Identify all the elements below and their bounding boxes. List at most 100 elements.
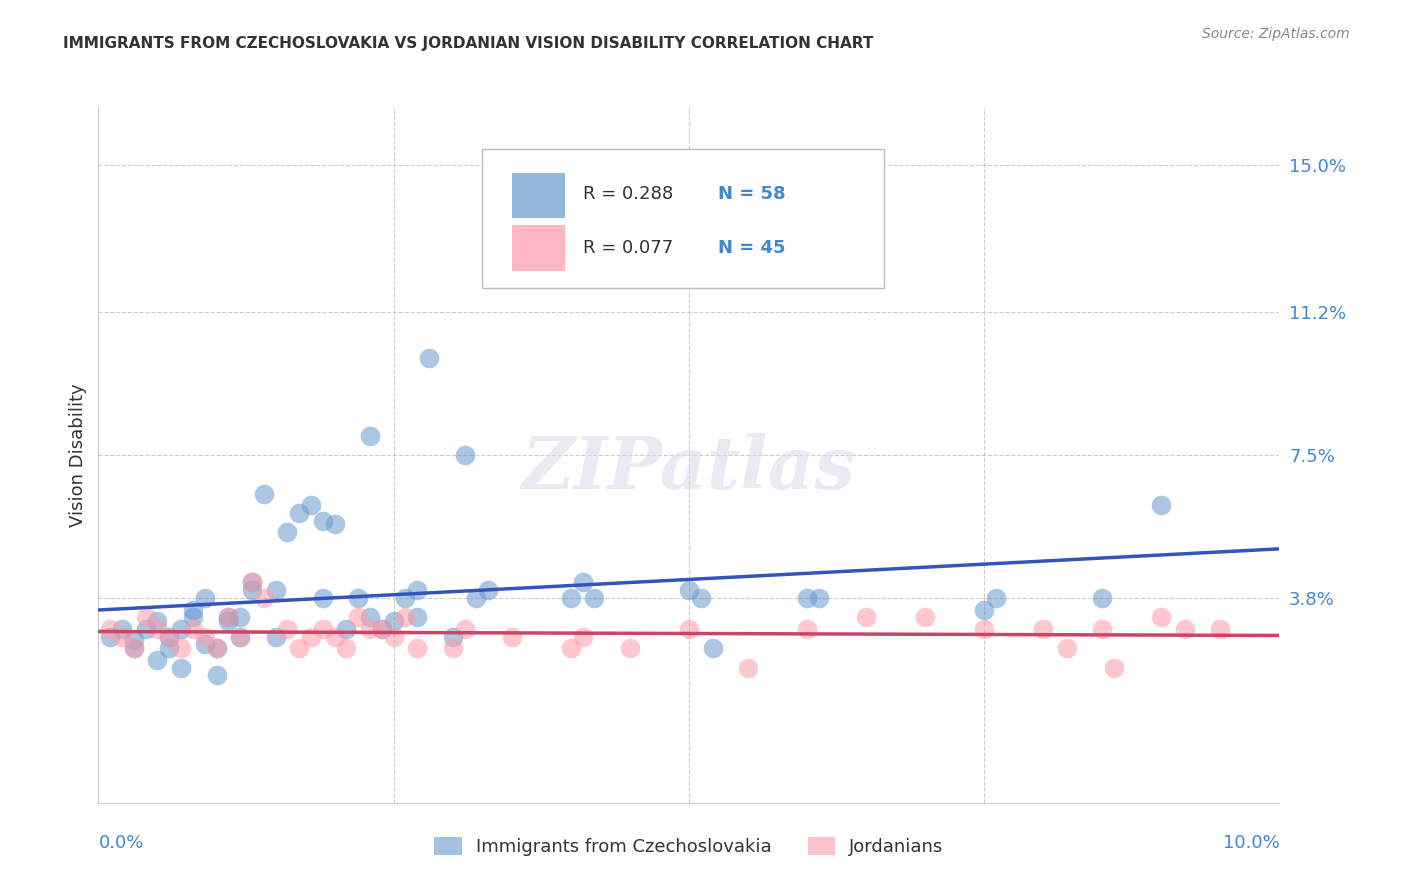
Point (1091, 622, 1114, 636)
Point (441, 630, 464, 644)
Point (146, 653, 169, 667)
Point (194, 637, 217, 651)
Point (240, 575, 263, 590)
Point (855, 610, 877, 624)
Text: ZIPatlas: ZIPatlas (522, 434, 856, 504)
Point (382, 614, 405, 628)
Text: 0.0%: 0.0% (98, 834, 143, 852)
Point (737, 660, 759, 674)
Text: R = 0.288: R = 0.288 (582, 185, 673, 203)
Point (418, 351, 440, 366)
Point (217, 610, 239, 624)
Point (205, 641, 228, 656)
Point (98, 622, 121, 636)
Point (146, 622, 169, 636)
Point (406, 641, 429, 656)
Point (453, 622, 475, 636)
Point (807, 591, 830, 605)
Point (299, 630, 322, 644)
Text: 10.0%: 10.0% (1223, 834, 1279, 852)
Point (264, 630, 287, 644)
Point (217, 614, 239, 628)
Point (181, 602, 204, 616)
Point (583, 591, 606, 605)
Point (453, 448, 475, 462)
Point (394, 610, 416, 624)
Point (347, 591, 370, 605)
Point (194, 630, 217, 644)
Point (1056, 641, 1078, 656)
Text: N = 58: N = 58 (718, 185, 786, 203)
Point (501, 630, 523, 644)
Point (406, 610, 429, 624)
Point (984, 591, 1007, 605)
Point (170, 641, 193, 656)
Point (371, 622, 394, 636)
Point (229, 610, 252, 624)
Point (382, 630, 405, 644)
Point (1150, 610, 1173, 624)
Bar (512, 226, 565, 270)
Point (702, 641, 724, 656)
Point (122, 641, 145, 656)
Point (1032, 622, 1054, 636)
Point (973, 622, 995, 636)
Point (973, 602, 995, 616)
Point (312, 591, 335, 605)
Point (359, 622, 381, 636)
Point (914, 610, 936, 624)
Point (678, 622, 700, 636)
Point (264, 583, 287, 598)
Point (146, 614, 169, 628)
Point (276, 622, 298, 636)
Point (157, 641, 180, 656)
Point (170, 660, 193, 674)
Point (157, 630, 180, 644)
Point (571, 630, 593, 644)
Point (796, 622, 818, 636)
Point (157, 630, 180, 644)
Text: R = 0.077: R = 0.077 (582, 238, 673, 257)
Point (335, 622, 357, 636)
Text: Source: ZipAtlas.com: Source: ZipAtlas.com (1202, 27, 1350, 41)
Point (181, 622, 204, 636)
Point (253, 591, 276, 605)
Legend: Immigrants from Czechoslovakia, Jordanians: Immigrants from Czechoslovakia, Jordania… (427, 830, 950, 863)
Point (465, 591, 488, 605)
Point (571, 575, 593, 590)
Point (312, 514, 335, 528)
Point (111, 622, 134, 636)
Bar (512, 173, 565, 219)
Point (560, 591, 582, 605)
Point (678, 583, 700, 598)
Point (181, 610, 204, 624)
Point (276, 525, 298, 540)
Point (441, 641, 464, 656)
Point (1174, 622, 1197, 636)
Point (253, 486, 276, 500)
Point (359, 610, 381, 624)
Point (1150, 498, 1173, 512)
Point (135, 610, 157, 624)
Point (1091, 591, 1114, 605)
Point (240, 583, 263, 598)
Text: N = 45: N = 45 (718, 238, 786, 257)
Point (288, 506, 311, 520)
Point (205, 668, 228, 682)
Point (240, 575, 263, 590)
Point (288, 641, 311, 656)
Point (477, 583, 499, 598)
Point (560, 641, 582, 656)
Point (194, 591, 217, 605)
Point (170, 622, 193, 636)
FancyBboxPatch shape (482, 149, 884, 288)
Point (122, 633, 145, 648)
Y-axis label: Vision Disability: Vision Disability (69, 383, 87, 527)
Point (796, 591, 818, 605)
Point (406, 583, 429, 598)
Point (323, 630, 346, 644)
Point (1102, 660, 1125, 674)
Point (98, 630, 121, 644)
Point (359, 428, 381, 442)
Point (299, 498, 322, 512)
